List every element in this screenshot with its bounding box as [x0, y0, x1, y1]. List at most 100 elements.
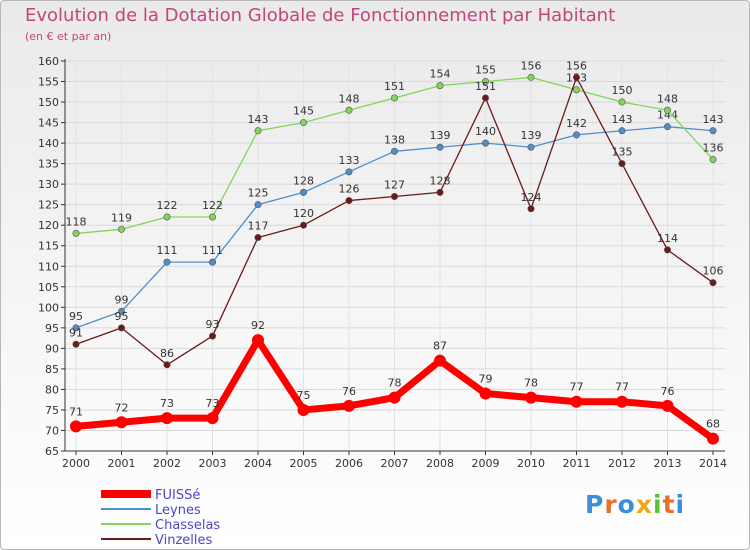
- data-point: [709, 127, 717, 135]
- data-point: [570, 395, 583, 408]
- y-tick-label: 155: [38, 76, 59, 89]
- legend-entry: Chasselas: [155, 518, 220, 533]
- data-label: 135: [612, 146, 633, 159]
- data-point: [618, 98, 626, 106]
- brand-letter: t: [662, 490, 676, 519]
- brand-letter: i: [653, 490, 663, 519]
- y-tick-label: 65: [45, 445, 59, 458]
- y-tick-label: 110: [38, 260, 59, 273]
- data-point: [618, 160, 626, 168]
- y-tick-label: 75: [45, 404, 59, 417]
- x-tick-label: 2002: [153, 457, 181, 470]
- data-label: 136: [703, 142, 724, 155]
- data-label: 151: [475, 80, 496, 93]
- x-tick-label: 2012: [608, 457, 636, 470]
- data-point: [436, 82, 444, 90]
- data-label: 118: [66, 215, 87, 228]
- data-label: 76: [342, 385, 356, 398]
- data-label: 122: [202, 199, 223, 212]
- data-point: [163, 361, 171, 369]
- data-label: 156: [521, 59, 542, 72]
- x-tick-label: 2013: [654, 457, 682, 470]
- data-point: [663, 106, 671, 114]
- x-tick-label: 2005: [290, 457, 318, 470]
- data-label: 155: [475, 64, 496, 77]
- data-point: [436, 188, 444, 196]
- x-tick-label: 2009: [472, 457, 500, 470]
- data-point: [72, 340, 80, 348]
- data-label: 86: [160, 347, 174, 360]
- data-label: 95: [115, 310, 129, 323]
- x-tick-label: 2007: [381, 457, 409, 470]
- data-label: 119: [111, 211, 132, 224]
- data-label: 111: [202, 244, 223, 257]
- data-point: [572, 131, 580, 139]
- data-point: [390, 192, 398, 200]
- data-label: 106: [703, 265, 724, 278]
- data-label: 128: [293, 174, 314, 187]
- data-label: 133: [339, 154, 360, 167]
- data-label: 148: [657, 92, 678, 105]
- data-point: [481, 78, 489, 86]
- data-point: [345, 197, 353, 205]
- data-point: [618, 127, 626, 135]
- data-point: [388, 391, 401, 404]
- data-point: [297, 403, 310, 416]
- data-label: 78: [524, 377, 538, 390]
- data-label: 120: [293, 207, 314, 220]
- data-point: [525, 391, 537, 404]
- chart-subtitle: (en € et par an): [25, 30, 112, 43]
- data-label: 127: [384, 178, 405, 191]
- x-tick-label: 2011: [563, 457, 591, 470]
- data-label: 92: [251, 319, 265, 332]
- data-point: [209, 332, 217, 340]
- data-point: [115, 416, 128, 429]
- data-label: 156: [566, 59, 587, 72]
- data-label: 75: [297, 389, 311, 402]
- data-label: 139: [430, 129, 451, 142]
- x-tick-label: 2008: [426, 457, 454, 470]
- data-point: [707, 432, 719, 445]
- data-label: 128: [430, 174, 451, 187]
- data-point: [72, 324, 80, 332]
- y-tick-label: 80: [45, 383, 59, 396]
- data-point: [390, 94, 398, 102]
- data-point: [572, 73, 580, 81]
- data-label: 138: [384, 133, 405, 146]
- y-tick-label: 135: [38, 158, 59, 171]
- data-point: [434, 354, 446, 367]
- x-tick-label: 2006: [335, 457, 363, 470]
- brand-letter: i: [675, 490, 686, 519]
- data-point: [527, 143, 535, 151]
- data-point: [436, 143, 444, 151]
- data-label: 77: [570, 381, 584, 394]
- data-point: [481, 139, 489, 147]
- data-label: 99: [115, 293, 129, 306]
- legend-entry: Leynes: [155, 503, 201, 518]
- data-point: [709, 156, 717, 164]
- data-label: 73: [206, 397, 220, 410]
- data-point: [663, 246, 671, 254]
- x-tick-label: 2010: [517, 457, 545, 470]
- data-point: [252, 334, 264, 347]
- data-point: [118, 307, 126, 315]
- data-point: [345, 168, 353, 176]
- data-label: 114: [657, 232, 678, 245]
- data-label: 143: [612, 113, 633, 126]
- y-tick-label: 150: [38, 96, 59, 109]
- data-label: 142: [566, 117, 587, 130]
- data-label: 125: [248, 187, 269, 200]
- data-point: [299, 221, 307, 229]
- data-point: [345, 106, 353, 114]
- x-tick-label: 2004: [244, 457, 272, 470]
- data-point: [527, 73, 535, 81]
- data-point: [163, 213, 171, 221]
- brand-letter: P: [585, 490, 605, 519]
- data-label: 111: [157, 244, 178, 257]
- data-label: 93: [206, 318, 220, 331]
- data-label: 143: [703, 113, 724, 126]
- data-label: 68: [706, 418, 720, 431]
- data-label: 150: [612, 84, 633, 97]
- data-label: 148: [339, 92, 360, 105]
